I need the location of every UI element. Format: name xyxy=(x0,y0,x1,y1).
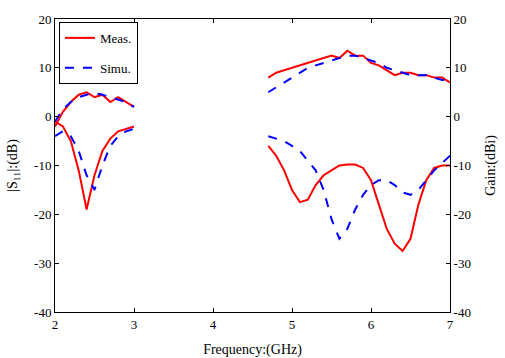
svg-text:Frequency:(GHz): Frequency:(GHz) xyxy=(203,342,302,358)
svg-text:20: 20 xyxy=(454,12,467,27)
svg-text:20: 20 xyxy=(38,12,51,27)
svg-text:Gain:(dBi): Gain:(dBi) xyxy=(483,135,499,196)
svg-text:10: 10 xyxy=(38,60,51,75)
svg-text:-20: -20 xyxy=(454,207,471,222)
svg-text:2: 2 xyxy=(52,317,59,332)
svg-text:|S₁₁|:(dB): |S₁₁|:(dB) xyxy=(5,139,21,192)
svg-text:-40: -40 xyxy=(34,305,51,320)
svg-text:-30: -30 xyxy=(34,256,51,271)
svg-text:-30: -30 xyxy=(454,256,471,271)
svg-text:-10: -10 xyxy=(34,158,51,173)
svg-text:0: 0 xyxy=(454,109,461,124)
svg-text:7: 7 xyxy=(447,317,454,332)
svg-text:-20: -20 xyxy=(34,207,51,222)
svg-text:3: 3 xyxy=(131,317,138,332)
svg-text:-40: -40 xyxy=(454,305,471,320)
svg-text:Simu.: Simu. xyxy=(100,61,131,76)
svg-text:6: 6 xyxy=(368,317,375,332)
svg-text:Meas.: Meas. xyxy=(100,31,131,46)
svg-text:-10: -10 xyxy=(454,158,471,173)
svg-text:10: 10 xyxy=(454,60,467,75)
svg-text:4: 4 xyxy=(210,317,217,332)
svg-text:0: 0 xyxy=(45,109,52,124)
svg-text:5: 5 xyxy=(289,317,296,332)
